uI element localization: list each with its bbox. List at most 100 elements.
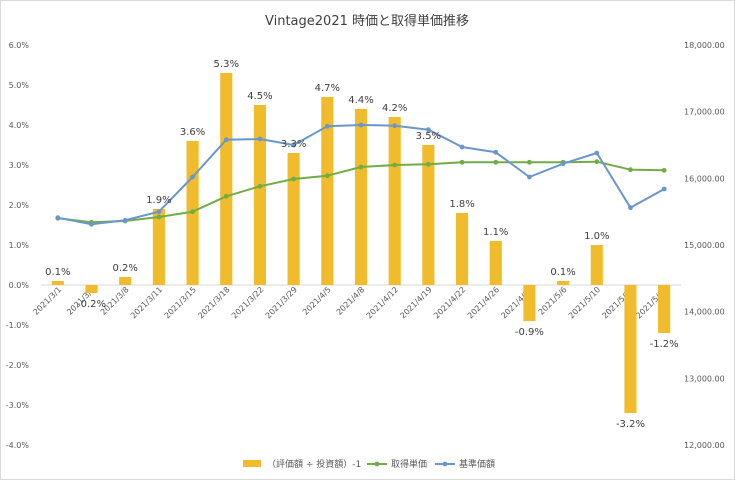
series-point [459,159,465,165]
series-point [223,193,229,199]
series-point [594,159,600,165]
x-tick-label: 2021/4/22 [432,285,467,320]
bar-data-label: 0.1% [550,267,575,278]
y-left-tick-label: -3.0% [6,401,30,410]
y-left-tick-label: -2.0% [6,361,30,370]
bar [388,117,401,285]
series-point [425,161,431,167]
x-tick-label: 2021/3/11 [129,285,164,320]
bar-data-label: -0.2% [77,299,106,310]
bar [220,73,233,285]
bar [287,153,300,285]
y-right-tick-label: 14,000.00 [684,308,725,317]
series-point [594,150,600,156]
bar-data-label: 0.1% [45,267,70,278]
series-point [324,123,330,129]
series-point [459,144,465,150]
bar [658,285,671,333]
series-point [661,167,667,173]
y-left-tick-label: 4.0% [9,121,30,130]
y-right-tick-label: 17,000.00 [684,108,725,117]
legend-label-bar: （評価額 ÷ 投資額）-1 [267,458,361,470]
series-point [392,123,398,129]
bar-data-label: 1.1% [483,227,508,238]
bar-layer [51,73,671,413]
x-tick-label: 2021/3/29 [264,285,299,320]
bar-data-label: 4.7% [315,83,340,94]
x-tick-label: 2021/3/15 [163,285,198,320]
bar-data-label: 0.2% [113,263,138,274]
y-left-tick-label: 6.0% [9,41,30,50]
y-left-tick-label: 1.0% [9,241,30,250]
series-point [425,127,431,133]
bar [422,145,435,285]
y-right-tick-label: 18,000.00 [684,41,725,50]
series-point [122,217,128,223]
legend-label-line: 取得単価 [391,458,427,470]
x-tick-label: 2021/5/10 [567,285,602,320]
label-layer: 0.1% -0.2% 0.2% 1.9% 3.6% 5.3% 4.5% 3.3% 4.7% 4.4… [45,59,679,430]
series-point [358,122,364,128]
series-point [156,209,162,215]
series-point [156,214,162,220]
series-point [661,186,667,192]
x-tick-label: 2021/3/1 [31,285,63,317]
series-point [493,149,499,155]
y-right-tick-label: 15,000.00 [684,241,725,250]
line-layer [55,122,667,227]
bar-data-label: 4.5% [247,91,272,102]
bar-data-label: 3.6% [180,127,205,138]
bar [321,97,334,285]
series-point [324,173,330,179]
bar-data-label: 5.3% [214,59,239,70]
bar [523,285,536,321]
legend: （評価額 ÷ 投資額）-1 取得単価 基準価額 [243,458,495,470]
x-tick-label: 2021/5/6 [537,285,569,317]
x-tick-label: 2021/4/26 [466,285,501,320]
series-point [257,183,263,189]
bar [455,213,469,285]
series-point [358,164,364,170]
bar [51,281,64,285]
y-left-tick-label: 2.0% [9,201,30,210]
series-point [55,215,61,221]
series-point [493,159,499,165]
legend-swatch-bar [243,460,261,467]
series-point [291,176,297,182]
series-point [560,161,566,167]
bar-data-label: -0.9% [515,327,544,338]
bar [624,285,637,413]
bar-data-label: 3.3% [281,139,306,150]
x-tick-label: 2021/4/12 [365,285,400,320]
bar [253,105,267,285]
bar-data-label: 3.5% [416,131,441,142]
y-right-tick-label: 13,000.00 [684,374,725,383]
y-right-tick-label: 16,000.00 [684,174,725,183]
bar [557,281,570,285]
legend-marker [374,461,380,467]
y-left-tick-label: 5.0% [9,81,30,90]
bar [85,285,98,293]
y-left-tick-label: 0.0% [9,281,30,290]
bar-data-label: 1.8% [449,199,474,210]
y-right-tick-label: 12,000.00 [684,441,725,450]
legend-marker [442,461,448,467]
y-left-tick-label: -4.0% [6,441,30,450]
bar [152,209,165,285]
series-point [392,162,398,168]
bar-data-label: 1.0% [584,231,609,242]
series-point [223,137,229,143]
bar-data-label: -3.2% [616,419,645,430]
bar [354,109,368,285]
series-point [89,221,94,227]
series-point [257,136,263,142]
series-point [291,142,297,148]
series-point [527,174,532,180]
x-tick-label: 2021/3/18 [196,285,231,320]
bar-data-label: 4.2% [382,103,407,114]
bar-data-label: -1.2% [650,339,679,350]
legend-label-line: 基準価額 [459,458,495,470]
series-point [190,209,195,215]
